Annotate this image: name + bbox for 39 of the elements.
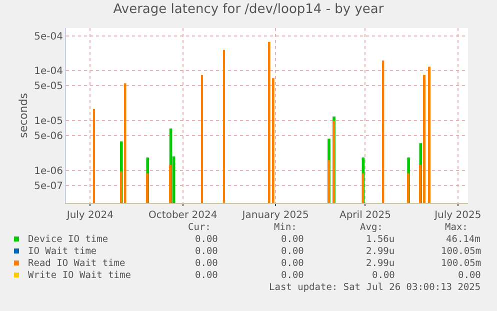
y-tick-label: 5e-07 bbox=[34, 180, 63, 192]
legend-label: Device IO time bbox=[28, 234, 108, 245]
text: 0.00 bbox=[372, 270, 396, 281]
text: 100.05m bbox=[441, 258, 482, 269]
text: Max: bbox=[445, 222, 468, 233]
y-tick-label: 1e-05 bbox=[34, 116, 63, 127]
x-tick-label: July 2025 bbox=[434, 210, 482, 221]
text: 0.00 bbox=[281, 270, 304, 281]
text: 0.00 bbox=[195, 270, 218, 281]
text: 0.00 bbox=[195, 234, 218, 245]
legend-label: Write IO Wait time bbox=[28, 270, 132, 281]
text: 2.99u bbox=[366, 246, 395, 257]
y-tick-label: 1e-06 bbox=[34, 166, 63, 177]
y-tick-label: 5e-04 bbox=[34, 31, 63, 42]
y-tick-label: 5e-05 bbox=[34, 81, 63, 92]
text: 0.00 bbox=[458, 270, 482, 281]
text: 2.99u bbox=[366, 258, 395, 269]
text: Cur: bbox=[188, 222, 211, 233]
y-axis-title: seconds bbox=[16, 92, 30, 138]
y-tick-label: 5e-06 bbox=[34, 130, 63, 142]
text: Last update: Sat Jul 26 03:00:13 2025 bbox=[269, 282, 481, 293]
text: 0.00 bbox=[195, 258, 218, 269]
text: 0.00 bbox=[281, 246, 304, 257]
text: Min: bbox=[274, 222, 297, 233]
text: Avg: bbox=[360, 222, 383, 233]
x-tick-label: July 2024 bbox=[66, 210, 114, 221]
text: 1.56u bbox=[366, 234, 395, 245]
text: 46.14m bbox=[446, 234, 481, 245]
text: 0.00 bbox=[281, 258, 304, 269]
x-tick-label: October 2024 bbox=[148, 210, 218, 221]
legend-label: Read IO Wait time bbox=[28, 258, 126, 269]
x-tick-label: April 2025 bbox=[339, 210, 391, 221]
x-tick-label: January 2025 bbox=[241, 210, 309, 221]
legend-label: IO Wait time bbox=[28, 246, 97, 257]
text: 0.00 bbox=[195, 246, 218, 257]
text: 0.00 bbox=[281, 234, 304, 245]
text: 100.05m bbox=[441, 246, 482, 257]
y-tick-label: 1e-04 bbox=[34, 66, 63, 78]
chart-title: Average latency for /dev/loop14 - by year bbox=[113, 2, 384, 18]
